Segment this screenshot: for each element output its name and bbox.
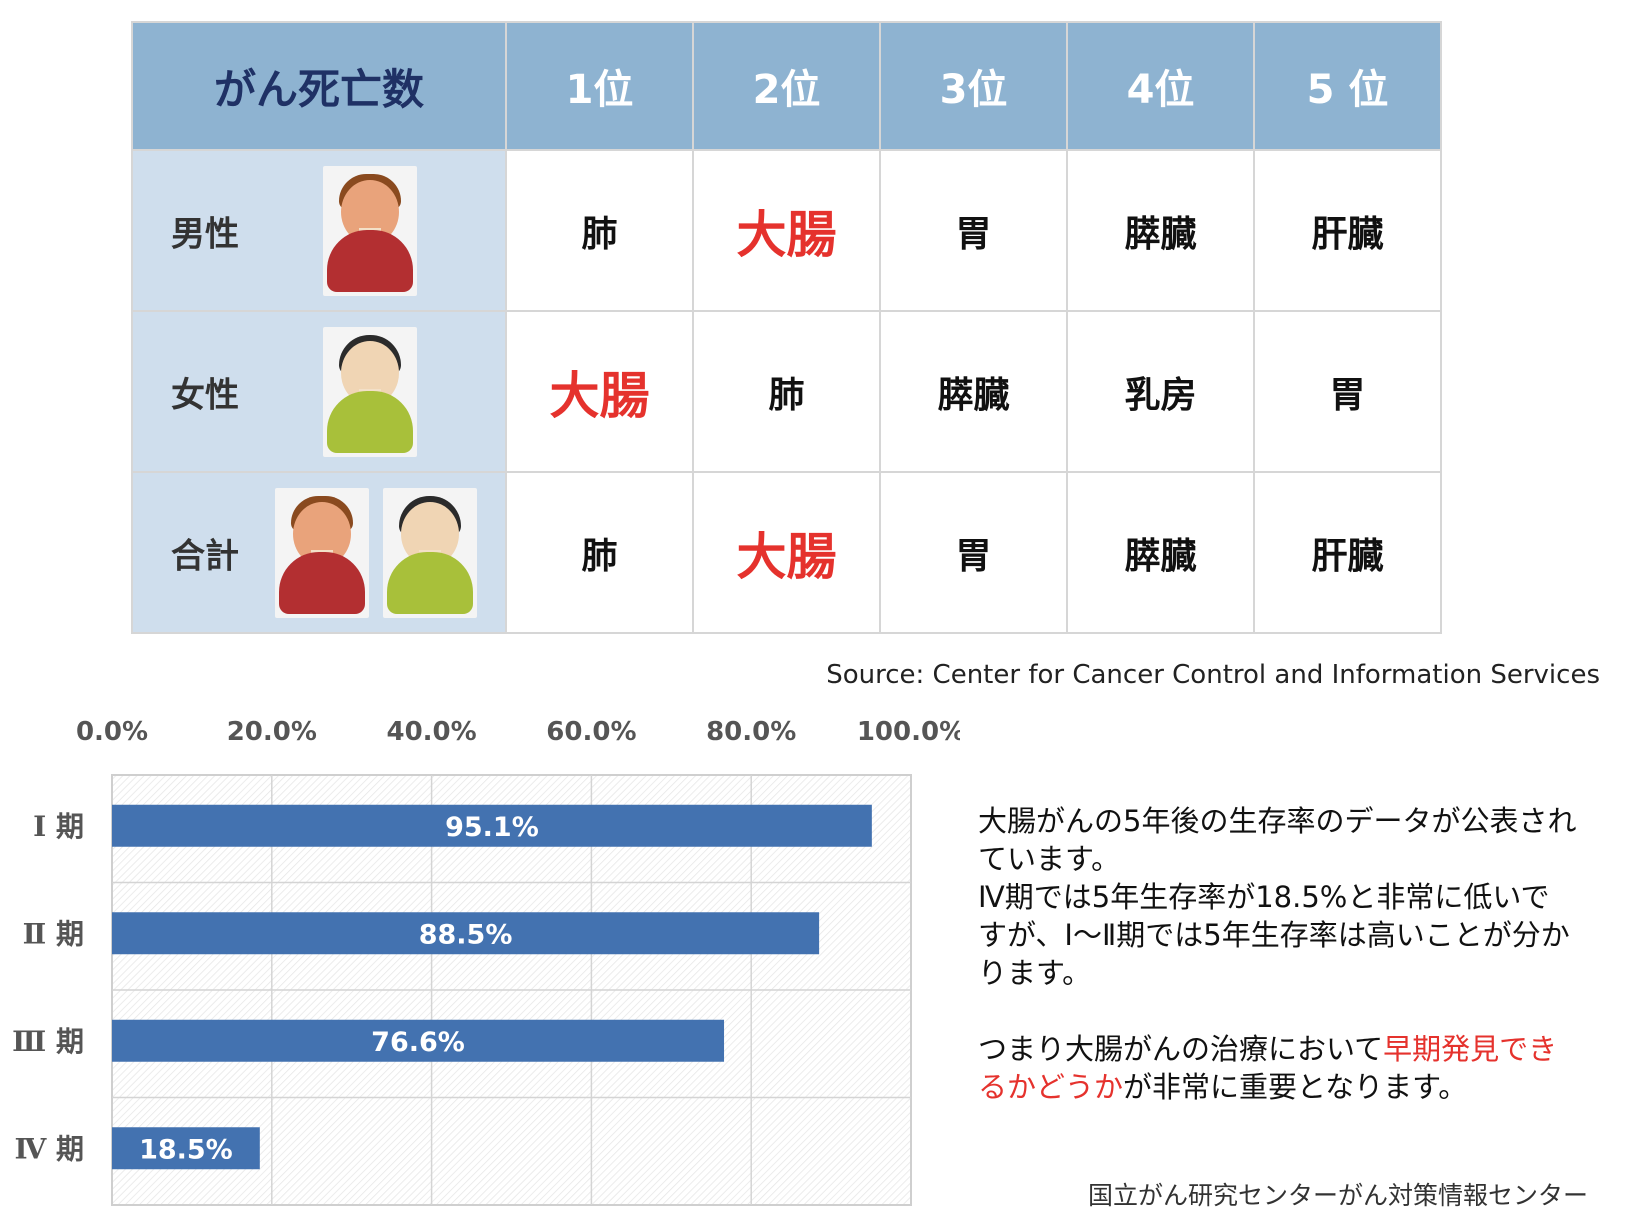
table-cell-highlight: 大腸 <box>692 149 881 312</box>
bar <box>112 912 820 955</box>
bar <box>112 1019 725 1062</box>
bar-value-label: 76.6% <box>371 1027 465 1058</box>
male-avatar-icon <box>323 165 417 296</box>
bar-value-label: 95.1% <box>445 812 539 843</box>
table-row-total: 合計 肺 大腸 胃 膵臓 肝臓 <box>131 471 1442 634</box>
rank-header-4: 4位 <box>1066 21 1255 151</box>
table-cell: 肝臓 <box>1253 471 1442 634</box>
table-title: がん死亡数 <box>131 21 507 151</box>
row-label-male: 男性 <box>171 214 239 254</box>
table-cell: 胃 <box>879 149 1068 312</box>
table-header-row: がん死亡数 1位 2位 3位 4位 5 位 <box>131 21 1442 151</box>
category-label: Ⅲ 期 <box>12 1025 84 1058</box>
cancer-death-ranking-table: がん死亡数 1位 2位 3位 4位 5 位 男性 肺 大腸 胃 膵臓 肝臓 <box>131 21 1442 634</box>
table-cell: 肺 <box>692 310 881 473</box>
rank-header-5: 5 位 <box>1253 21 1442 151</box>
row-label-cell: 男性 <box>131 149 507 312</box>
category-label: Ⅳ 期 <box>14 1132 84 1165</box>
credit-text: 国立がん研究センターがん対策情報センター <box>1087 1181 1588 1210</box>
rank-header-1: 1位 <box>505 21 694 151</box>
female-avatar-icon <box>383 487 477 618</box>
bar-value-label: 18.5% <box>139 1134 233 1165</box>
rank-header-2: 2位 <box>692 21 881 151</box>
x-tick-label: 20.0% <box>227 717 317 747</box>
survival-rate-bar-chart: 0.0% 20.0% 40.0% 60.0% 80.0% 100.0% 95.1% Ⅰ 期 88… <box>12 717 960 1206</box>
note-highlight: 早期発見できるかどうか <box>978 1032 1558 1104</box>
table-cell: 肺 <box>505 471 694 634</box>
table-cell: 乳房 <box>1066 310 1255 473</box>
table-cell-highlight: 大腸 <box>505 310 694 473</box>
table-cell: 膵臓 <box>879 310 1068 473</box>
category-label: Ⅰ 期 <box>33 810 84 843</box>
avatar-group <box>323 165 417 296</box>
male-avatar-icon <box>275 487 369 618</box>
bar <box>112 804 872 847</box>
row-label-total: 合計 <box>171 536 239 576</box>
table-cell-highlight: 大腸 <box>692 471 881 634</box>
rank-header-3: 3位 <box>879 21 1068 151</box>
table-row-male: 男性 肺 大腸 胃 膵臓 肝臓 <box>131 149 1442 312</box>
x-tick-label: 0.0% <box>76 717 148 747</box>
category-label: Ⅱ 期 <box>23 917 84 950</box>
table-row-female: 女性 大腸 肺 膵臓 乳房 胃 <box>131 310 1442 473</box>
note-paragraph-1: 大腸がんの5年後の生存率のデータが公表されています。 <box>978 804 1577 876</box>
bar-value-label: 88.5% <box>419 919 513 950</box>
x-tick-label: 60.0% <box>546 717 636 747</box>
table-cell: 膵臓 <box>1066 471 1255 634</box>
row-label-female: 女性 <box>171 375 239 415</box>
table-cell: 胃 <box>1253 310 1442 473</box>
x-tick-label: 40.0% <box>386 717 476 747</box>
table-cell: 胃 <box>879 471 1068 634</box>
row-label-cell: 合計 <box>131 471 507 634</box>
note-text: つまり大腸がんの治療において <box>978 1032 1384 1066</box>
female-avatar-icon <box>323 326 417 457</box>
avatar-group <box>275 487 477 618</box>
explanation-note: 大腸がんの5年後の生存率のデータが公表されています。 Ⅳ期では5年生存率が18.… <box>978 802 1578 1106</box>
source-citation: Source: Center for Cancer Control and In… <box>826 660 1600 690</box>
bar <box>112 1127 260 1170</box>
note-paragraph-3: つまり大腸がんの治療において早期発見できるかどうかが非常に重要となります。 <box>978 1030 1578 1106</box>
row-label-cell: 女性 <box>131 310 507 473</box>
table-cell: 膵臓 <box>1066 149 1255 312</box>
note-paragraph-2: Ⅳ期では5年生存率が18.5%と非常に低いですが、Ⅰ～Ⅱ期では5年生存率は高いこ… <box>978 880 1570 990</box>
table-cell: 肺 <box>505 149 694 312</box>
table-cell: 肝臓 <box>1253 149 1442 312</box>
x-tick-label: 80.0% <box>706 717 796 747</box>
x-tick-label: 100.0% <box>857 717 960 747</box>
avatar-group <box>323 326 417 457</box>
note-text: が非常に重要となります。 <box>1123 1070 1468 1104</box>
